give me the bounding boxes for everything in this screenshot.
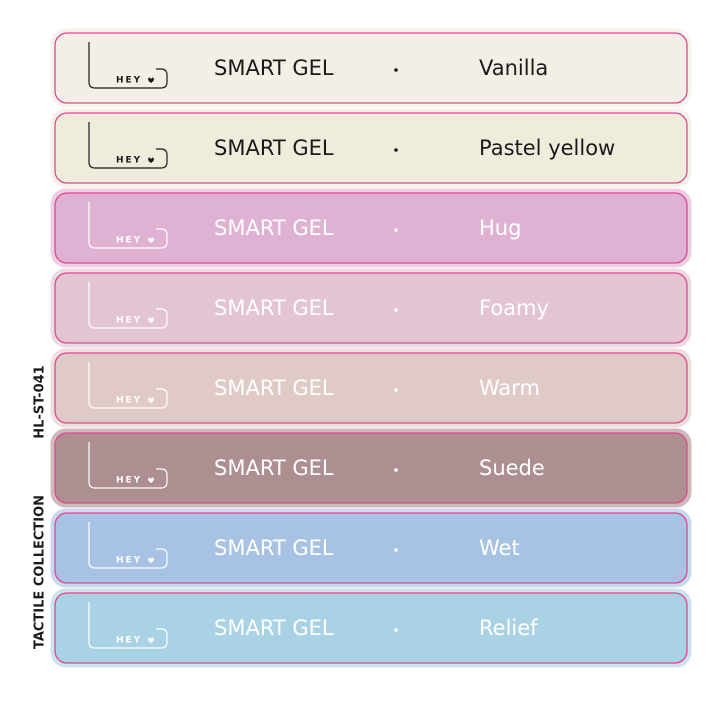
separator-dot [394,388,398,392]
row-box [54,432,688,504]
separator-dot [394,548,398,552]
logo-heart [148,397,154,403]
separator-dot [394,68,398,72]
logo-text: HEY [116,236,142,246]
logo-bubble [88,602,168,649]
label-row: HEY SMART GEL Relief [50,588,692,668]
logo-text: HEY [116,476,142,486]
shade-name: Suede [479,456,545,480]
logo-bubble [88,362,168,409]
shade-name: Wet [479,536,520,560]
logo-heart [148,477,154,483]
row-box [54,272,688,344]
logo-bubble [88,42,168,89]
logo-heart [148,157,154,163]
separator-dot [394,468,398,472]
logo-heart [148,317,154,323]
logo-bubble [88,122,168,169]
shade-name: Hug [479,216,521,240]
product-code: HL-ST-041 [33,365,48,438]
row-box [54,352,688,424]
label-row: HEY SMART GEL Warm [50,348,692,428]
separator-dot [394,628,398,632]
label-row: HEY SMART GEL Foamy [50,268,692,348]
row-box [54,192,688,264]
logo-text: HEY [116,636,142,646]
logo-heart [148,77,154,83]
shade-name: Foamy [479,296,549,320]
logo-text: HEY [116,76,142,86]
label-row: HEY SMART GEL Suede [50,428,692,508]
label-row: HEY SMART GEL Vanilla [50,28,692,108]
product-name: SMART GEL [214,136,334,160]
logo-bubble [88,202,168,249]
row-box [54,512,688,584]
logo-text: HEY [116,316,142,326]
product-name: SMART GEL [214,216,334,240]
product-name: SMART GEL [214,56,334,80]
label-row: HEY SMART GEL Hug [50,188,692,268]
label-row: HEY SMART GEL Pastel yellow [50,108,692,188]
label-row: HEY SMART GEL Wet [50,508,692,588]
logo-heart [148,557,154,563]
row-box [54,32,688,104]
shade-name: Warm [479,376,540,400]
logo-bubble [88,522,168,569]
logo-text: HEY [116,556,142,566]
logo-heart [148,637,154,643]
logo-bubble [88,442,168,489]
logo-bubble [88,282,168,329]
product-name: SMART GEL [214,616,334,640]
product-name: SMART GEL [214,376,334,400]
product-name: SMART GEL [214,536,334,560]
separator-dot [394,148,398,152]
shade-name: Vanilla [479,56,548,80]
collection-name: TACTILE COLLECTION [33,495,48,649]
logo-text: HEY [116,156,142,166]
product-name: SMART GEL [214,456,334,480]
separator-dot [394,308,398,312]
shade-name: Pastel yellow [479,136,615,160]
row-box [54,592,688,664]
logo-heart [148,237,154,243]
separator-dot [394,228,398,232]
row-box [54,112,688,184]
product-name: SMART GEL [214,296,334,320]
logo-text: HEY [116,396,142,406]
shade-name: Relief [479,616,538,640]
